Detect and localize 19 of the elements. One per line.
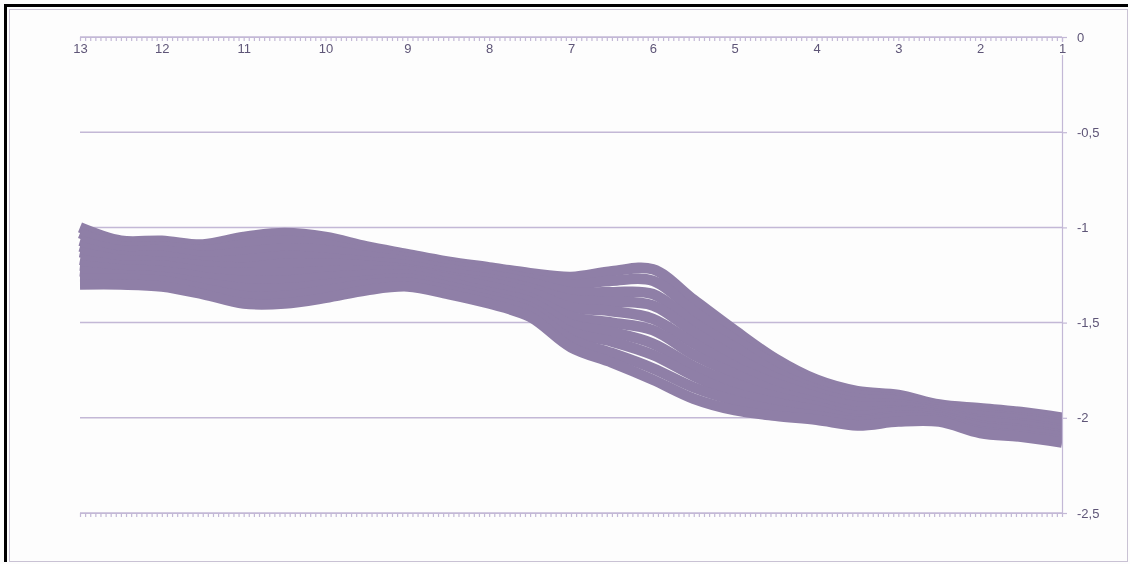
y-tick-label: 0 xyxy=(1077,29,1085,45)
x-tick-label: 10 xyxy=(318,41,334,57)
y-tick-label: -2,5 xyxy=(1077,505,1100,521)
y-tick-label: -1,5 xyxy=(1077,315,1100,331)
x-tick-label: 4 xyxy=(813,41,821,57)
x-tick-label: 5 xyxy=(731,41,739,57)
y-tick-label: -1 xyxy=(1077,220,1089,236)
x-tick-label: 2 xyxy=(977,41,985,57)
x-tick-label: 6 xyxy=(649,41,657,57)
x-tick-label: 3 xyxy=(895,41,903,57)
x-tick-label: 7 xyxy=(567,41,576,57)
x-tick-label: 12 xyxy=(155,41,170,57)
x-tick-label: 8 xyxy=(486,41,494,57)
x-tick-label: 11 xyxy=(237,41,251,57)
x-tick-label: 9 xyxy=(404,41,412,57)
y-tick-label: -2 xyxy=(1077,410,1089,426)
y-tick-label: -0,5 xyxy=(1077,124,1100,140)
x-tick-label: 1 xyxy=(1058,41,1067,57)
x-tick-label: 13 xyxy=(73,41,88,57)
